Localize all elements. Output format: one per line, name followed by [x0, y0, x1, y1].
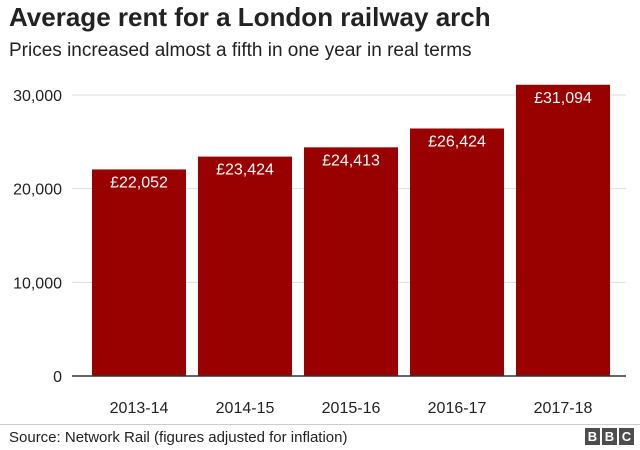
bar [516, 84, 610, 376]
bbc-logo-letter: B [602, 428, 617, 445]
y-tick-label: 30,000 [13, 88, 62, 105]
x-tick-label: 2015-16 [322, 400, 381, 417]
bar-value-label: £22,052 [110, 174, 168, 191]
y-tick-label: 20,000 [13, 182, 62, 199]
bar-value-label: £31,094 [534, 90, 592, 107]
y-tick-label: 10,000 [13, 275, 62, 292]
x-tick-label: 2013-14 [110, 400, 169, 417]
chart-subtitle: Prices increased almost a fifth in one y… [9, 40, 472, 61]
source-note: Source: Network Rail (figures adjusted f… [9, 429, 348, 446]
y-tick-label: 0 [53, 369, 62, 386]
chart-title: Average rent for a London railway arch [9, 2, 491, 32]
bar-value-label: £26,424 [428, 133, 486, 150]
x-tick-label: 2016-17 [428, 400, 487, 417]
x-tick-label: 2014-15 [216, 400, 275, 417]
bar-chart: 0 10,000 20,000 30,000 £22,052 2013-14 £23,424… [13, 84, 626, 417]
bar [410, 128, 504, 376]
bar-value-label: £23,424 [216, 162, 274, 179]
bar-value-label: £24,413 [322, 152, 380, 169]
bar [92, 169, 186, 376]
footer-divider [0, 424, 640, 425]
bbc-logo-letter: B [585, 428, 600, 445]
bar [304, 147, 398, 376]
bbc-logo: B B C [585, 428, 634, 445]
bbc-logo-letter: C [619, 428, 634, 445]
x-tick-label: 2017-18 [534, 400, 593, 417]
bar [198, 156, 292, 376]
